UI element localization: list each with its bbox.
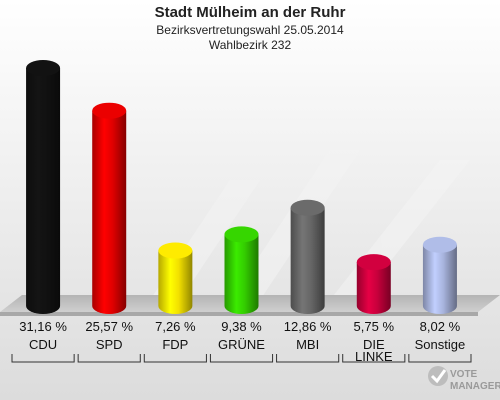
bar-spd bbox=[92, 102, 127, 314]
bar-cap-spd bbox=[92, 102, 127, 119]
bar-cap-sonstige bbox=[422, 236, 457, 253]
bar-cap-gr-ne bbox=[224, 226, 259, 243]
bar-body-die-linke bbox=[356, 262, 391, 314]
value-label-mbi: 12,86 % bbox=[284, 319, 332, 334]
value-label-die-linke: 5,75 % bbox=[354, 319, 395, 334]
category-bracket-sonstige bbox=[408, 354, 472, 363]
category-label-mbi: MBI bbox=[296, 337, 319, 352]
bar-fdp bbox=[158, 242, 193, 314]
value-label-sonstige: 8,02 % bbox=[420, 319, 461, 334]
bar-cap-die-linke bbox=[356, 254, 391, 271]
bar-body-fdp bbox=[158, 250, 193, 314]
bar-cdu bbox=[26, 60, 61, 314]
bar-body-gr-ne bbox=[224, 234, 259, 314]
bar-body-sonstige bbox=[422, 244, 457, 314]
bar-mbi bbox=[290, 199, 325, 314]
label-group: 31,16 % CDU 25,57 % SPD 7,26 % FDP 9,38 % GRÜNE… bbox=[11, 319, 472, 364]
bar-body-cdu bbox=[26, 68, 61, 314]
bar-cap-cdu bbox=[26, 60, 61, 76]
checkmark-icon bbox=[428, 366, 448, 386]
chart-subtitle: Bezirksvertretungswahl 25.05.2014 bbox=[156, 23, 344, 37]
chart-district: Wahlbezirk 232 bbox=[209, 38, 292, 52]
bar-cap-fdp bbox=[158, 242, 193, 259]
value-label-spd: 25,57 % bbox=[85, 319, 133, 334]
category-label-gr-ne: GRÜNE bbox=[218, 337, 265, 352]
bar-body-spd bbox=[92, 110, 127, 314]
logo-line2: MANAGER bbox=[450, 381, 500, 392]
value-label-cdu: 31,16 % bbox=[19, 319, 67, 334]
vote-manager-logo: VOTE MANAGER bbox=[428, 366, 500, 392]
value-label-fdp: 7,26 % bbox=[155, 319, 196, 334]
bar-die-linke bbox=[356, 254, 391, 314]
category-bracket-cdu bbox=[11, 354, 75, 363]
category-label-spd: SPD bbox=[96, 337, 123, 352]
bar-body-mbi bbox=[290, 207, 325, 314]
category-label-sonstige: Sonstige bbox=[415, 337, 466, 352]
category-bracket-fdp bbox=[143, 354, 207, 363]
bar-group bbox=[26, 60, 457, 314]
category-bracket-spd bbox=[77, 354, 141, 363]
value-label-gr-ne: 9,38 % bbox=[221, 319, 262, 334]
bar-gr-ne bbox=[224, 226, 259, 314]
category-bracket-gr-ne bbox=[209, 354, 274, 363]
category-label-fdp: FDP bbox=[162, 337, 188, 352]
category-label-cdu: CDU bbox=[29, 337, 57, 352]
bar-cap-mbi bbox=[290, 199, 325, 216]
chart-floor-front bbox=[0, 312, 478, 316]
category-bracket-mbi bbox=[276, 354, 340, 363]
category-bracket-die-linke bbox=[342, 354, 406, 363]
category-label-die-linke: DIE LINKE bbox=[355, 337, 393, 364]
bar-sonstige bbox=[422, 236, 457, 314]
logo-line1: VOTE bbox=[450, 369, 478, 380]
chart-title: Stadt Mülheim an der Ruhr bbox=[155, 4, 346, 21]
